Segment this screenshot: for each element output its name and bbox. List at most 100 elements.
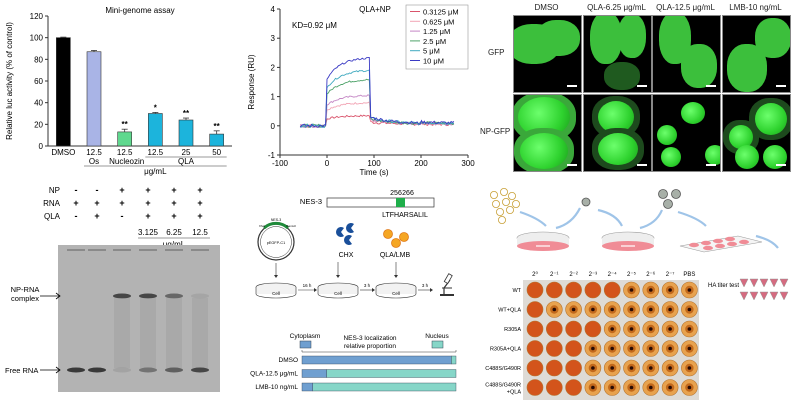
smear [140, 298, 156, 368]
sample-label: C488S/G490R [485, 366, 521, 372]
rbc-button-dot [668, 327, 672, 331]
chx-molecule-icon [346, 223, 354, 233]
complex-band [191, 293, 209, 299]
rbc-button-dot [668, 385, 672, 390]
y-tick-label: 20 [34, 120, 43, 129]
significance-mark: * [154, 103, 158, 112]
plate-well [725, 236, 735, 242]
virus-particle-icon [507, 191, 516, 200]
chx-molecule-icon [336, 227, 344, 237]
bar [209, 133, 224, 147]
v-bottom-well-icon [769, 291, 779, 301]
virus-particle-icon [658, 189, 668, 199]
nes-region [396, 198, 405, 207]
x-tick-label: 12.5 [86, 148, 102, 157]
time-label: 3 h [364, 283, 371, 288]
rbc-button-dot [668, 288, 672, 292]
hemagglutination-well [526, 301, 544, 318]
dose-label: 3.125 [138, 228, 159, 237]
gel-well [165, 249, 183, 251]
dilution-label: 2⁻¹ [550, 272, 559, 278]
rbc-button-dot [629, 385, 634, 390]
x-tick-label: 12.5 [148, 148, 164, 157]
free-rna-band [139, 367, 157, 373]
column-label: QLA-12.5 μg/mL [656, 3, 715, 12]
rbc-button-dot [629, 288, 634, 292]
bracket [301, 350, 457, 353]
gel-well [191, 249, 209, 251]
rbc-button-dot [649, 366, 653, 370]
hemagglutination-well [565, 320, 582, 338]
mini-genome-bar-chart: Mini-genome assay 0 20 40 60 80 100 120 Relative… [5, 6, 232, 176]
rbc-button-dot [687, 366, 692, 370]
plate-well [739, 239, 749, 245]
arrowhead-icon [430, 288, 433, 292]
scale-bar [637, 164, 647, 166]
scale-bar [637, 85, 647, 87]
free-rna-band [191, 367, 209, 373]
nes3-schematic: NES-3 256 266 LTFHARSALIL NES-3 XhoI BamHI pEGF… [250, 190, 457, 392]
gfp-cell [590, 16, 622, 64]
bar-segment-cytoplasm [301, 382, 313, 392]
time-label: 3 h [422, 283, 429, 288]
virus-particle-icon [495, 207, 504, 216]
y-tick-label: 60 [34, 77, 43, 86]
column-label: QLA-6.25 μg/mL [587, 3, 646, 12]
condition-sign: + [197, 211, 202, 221]
condition-sign: + [145, 198, 150, 208]
microscope-base [440, 294, 454, 296]
scale-bar [776, 164, 786, 166]
nucleus-blob [598, 101, 634, 133]
v-bottom-well-icon [739, 278, 749, 288]
rbc-button-dot [668, 366, 672, 370]
rbc-button-dot [629, 346, 634, 351]
rbc-button-dot [610, 366, 614, 370]
x-tick-label: 300 [461, 159, 475, 168]
gfp-cell [604, 62, 640, 90]
hemagglutination-well [526, 379, 544, 396]
hemagglutination-well [565, 379, 582, 396]
dish-body [376, 287, 416, 294]
rbc-button-dot [610, 307, 614, 312]
y-axis-label: Relative luc activity (% of control) [5, 22, 14, 140]
sample-label: C488S/G490R [485, 383, 521, 389]
virus-particle-icon [671, 189, 681, 199]
nucleus-blob [598, 133, 638, 165]
compound-icon [391, 238, 401, 248]
treatment-label: CHX [339, 252, 354, 259]
bar [86, 51, 102, 147]
x-tick-label: 25 [182, 148, 191, 157]
complex-label-line1: NP-RNA [11, 285, 40, 294]
micrograph-tile [652, 94, 721, 172]
legend-box [405, 4, 469, 70]
rbc-button-dot [649, 346, 653, 351]
dilution-label: 2⁻⁶ [646, 271, 656, 278]
chx-molecule-icon [344, 235, 352, 245]
free-rna-band [67, 367, 85, 373]
group-label-os: Os [89, 157, 99, 166]
scale-bar [706, 85, 716, 87]
microscope-icon [440, 273, 454, 296]
v-bottom-well-icon [759, 291, 769, 301]
condition-label: RNA [43, 199, 61, 208]
legend-label: Cytoplasm [290, 333, 321, 340]
construct-bar [326, 197, 435, 208]
nucleus-blob [661, 147, 681, 167]
chart-title: Mini-genome assay [105, 6, 174, 15]
sample-label: +QLA [507, 390, 522, 396]
rbc-button-dot [591, 307, 595, 312]
bar [178, 119, 194, 147]
rbc-button-dot [649, 327, 653, 331]
rbc-button-dot [687, 327, 692, 331]
nucleus-blob [705, 145, 720, 165]
x-tick-label: 200 [414, 159, 428, 168]
v-bottom-well-icon [739, 291, 749, 301]
group-label-qla: QLA [178, 157, 195, 166]
dilution-label: 2⁻³ [589, 272, 598, 278]
spr-line-chart: -1 0 1 2 3 4 -100 0 100 200 300 Time (s) Response (R… [247, 4, 475, 177]
micrograph-tile [583, 15, 652, 93]
arrowhead-icon [274, 275, 278, 278]
y-tick-label: 0 [271, 122, 276, 131]
site-right-label: BamHI [286, 224, 295, 228]
arrowhead-icon [394, 275, 398, 278]
